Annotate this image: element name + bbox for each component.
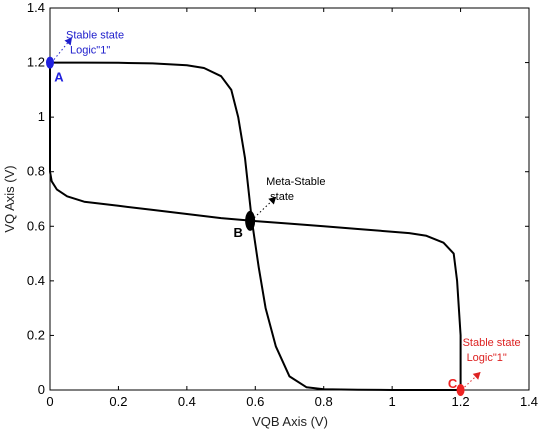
x-axis-label: VQB Axis (V) — [252, 414, 328, 429]
x-tick-label: 1.4 — [520, 394, 538, 409]
y-tick-label: 1.4 — [27, 0, 45, 15]
annotation-text-a: Logic"1" — [70, 45, 110, 57]
annotation-text-b: Meta-Stable — [266, 176, 325, 188]
point-a — [46, 56, 54, 69]
x-tick-label: 0.2 — [109, 394, 127, 409]
y-tick-label: 0.2 — [27, 327, 45, 342]
y-tick-label: 0 — [38, 382, 45, 397]
x-tick-label: 1 — [389, 394, 396, 409]
y-axis-label: VQ Axis (V) — [2, 165, 17, 232]
axis-ticks: 0 0.2 0.4 0.6 0.8 1 1.2 1.4 0 0.2 0.4 0.6 0.8 1 1.2 1.4 — [27, 0, 538, 409]
point-label-a: A — [54, 70, 64, 85]
y-tick-label: 1.2 — [27, 55, 45, 70]
x-tick-label: 1.2 — [452, 394, 470, 409]
point-label-c: C — [448, 376, 458, 391]
point-b — [245, 210, 256, 231]
annotation-text-c: Stable state — [463, 337, 521, 349]
annotation-text-b: state — [270, 191, 294, 203]
y-tick-label: 0.6 — [27, 218, 45, 233]
x-tick-label: 0.8 — [315, 394, 333, 409]
annotation-leader-a — [53, 37, 73, 60]
point-c — [456, 384, 465, 396]
y-tick-label: 0.4 — [27, 273, 45, 288]
annotation-arrow-c — [472, 372, 481, 380]
point-label-b: B — [233, 225, 242, 240]
points-group: A B C — [46, 56, 465, 396]
annotation-arrow-a — [64, 37, 72, 46]
x-tick-label: 0.6 — [246, 394, 264, 409]
y-tick-label: 1 — [38, 109, 45, 124]
annotations-group: Stable state Logic"1" Meta-Stable state Stab… — [53, 30, 521, 388]
x-tick-label: 0 — [46, 394, 53, 409]
x-tick-label: 0.4 — [178, 394, 196, 409]
plot-frame — [49, 7, 530, 391]
annotation-text-a: Stable state — [66, 30, 124, 42]
annotation-arrow-b — [268, 196, 277, 205]
annotation-text-c: Logic"1" — [467, 352, 507, 364]
y-tick-label: 0.8 — [27, 164, 45, 179]
